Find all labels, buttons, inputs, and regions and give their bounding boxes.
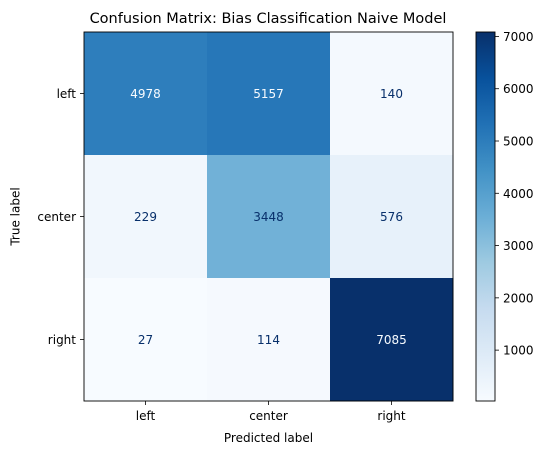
colorbar-tick-label: 1000 bbox=[503, 344, 534, 358]
x-tick-label: right bbox=[377, 409, 405, 423]
heatmap-cell bbox=[330, 278, 454, 402]
cell-value-label: 229 bbox=[134, 210, 157, 224]
x-axis-label: Predicted label bbox=[224, 431, 313, 445]
cell-value-label: 27 bbox=[138, 333, 153, 347]
heatmap-cell bbox=[84, 278, 208, 402]
colorbar-tick-label: 6000 bbox=[503, 82, 534, 96]
heatmap-cell bbox=[84, 32, 208, 156]
colorbar-tick-label: 2000 bbox=[503, 291, 534, 305]
y-tick-label: center bbox=[37, 210, 76, 224]
colorbar-tick-label: 7000 bbox=[503, 30, 534, 44]
cell-value-label: 5157 bbox=[253, 87, 284, 101]
y-tick-label: left bbox=[57, 87, 77, 101]
cell-value-label: 3448 bbox=[253, 210, 284, 224]
colorbar-ticks: 1000 2000 3000 4000 5000 6000 7000 bbox=[495, 30, 534, 358]
cell-value-label: 576 bbox=[380, 210, 403, 224]
heatmap-cell bbox=[207, 278, 331, 402]
heatmap-cell bbox=[84, 155, 208, 279]
colorbar bbox=[475, 31, 496, 402]
x-tick-label: left bbox=[136, 409, 156, 423]
heatmap-cell bbox=[330, 155, 454, 279]
y-tick-label: right bbox=[48, 333, 76, 347]
colorbar-tick-label: 3000 bbox=[503, 239, 534, 253]
cell-value-label: 114 bbox=[257, 333, 280, 347]
heatmap-cells bbox=[84, 32, 454, 402]
cell-value-label: 140 bbox=[380, 87, 403, 101]
cell-value-label: 4978 bbox=[130, 87, 161, 101]
heatmap-cell-labels: 4978 5157 140 229 3448 576 27 114 7085 bbox=[130, 87, 407, 347]
heatmap-cell bbox=[330, 32, 454, 156]
x-tick-label: center bbox=[249, 409, 288, 423]
x-axis: left center right bbox=[136, 401, 406, 423]
chart-title: Confusion Matrix: Bias Classification Na… bbox=[90, 11, 447, 27]
y-axis-label: True label bbox=[9, 187, 23, 246]
heatmap-cell bbox=[207, 155, 331, 279]
cell-value-label: 7085 bbox=[376, 333, 407, 347]
colorbar-tick-label: 4000 bbox=[503, 187, 534, 201]
heatmap-cell bbox=[207, 32, 331, 156]
colorbar-tick-label: 5000 bbox=[503, 135, 534, 149]
y-axis: left center right bbox=[37, 87, 84, 347]
